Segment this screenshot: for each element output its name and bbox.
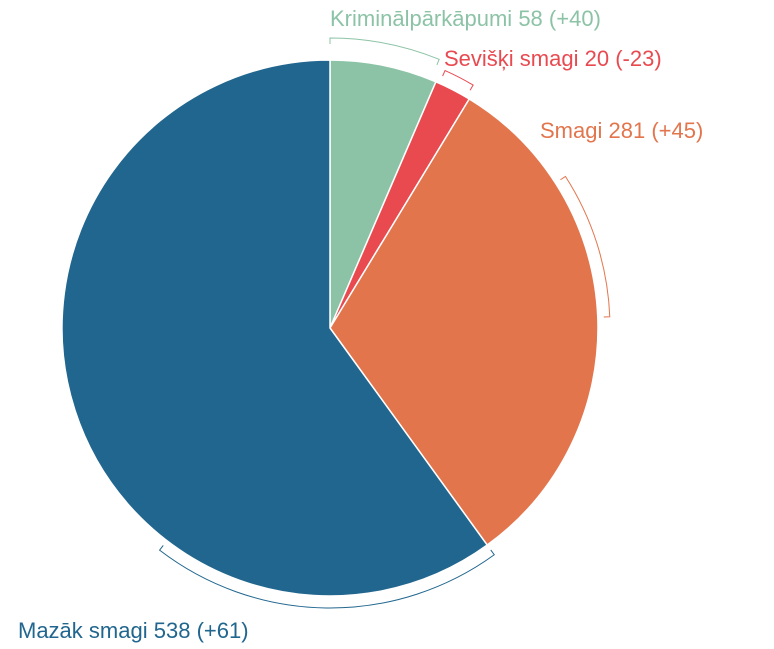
slice-change: (+40) [549, 6, 601, 31]
slice-value: 281 [608, 118, 645, 143]
label-bracket [560, 175, 611, 318]
slice-value: 58 [518, 6, 542, 31]
slice-label: Mazāk smagi 538 (+61) [18, 618, 249, 643]
slice-label: Sevišķi smagi 20 (-23) [444, 46, 662, 71]
label-bracket [158, 545, 495, 609]
label-bracket [329, 37, 440, 66]
slice-name: Sevišķi smagi [444, 46, 578, 71]
slice-name: Kriminālpārkāpumi [330, 6, 512, 31]
slice-label: Kriminālpārkāpumi 58 (+40) [330, 6, 601, 31]
pie-slice [61, 59, 489, 597]
slice-value: 538 [154, 618, 191, 643]
slice-change: (-23) [615, 46, 661, 71]
slice-change: (+45) [651, 118, 703, 143]
slice-label: Smagi 281 (+45) [540, 118, 703, 143]
label-bracket [442, 69, 474, 91]
slice-change: (+61) [197, 618, 249, 643]
slice-name: Smagi [540, 118, 602, 143]
slice-value: 20 [585, 46, 609, 71]
pie-slice [329, 97, 599, 547]
slice-name: Mazāk smagi [18, 618, 148, 643]
